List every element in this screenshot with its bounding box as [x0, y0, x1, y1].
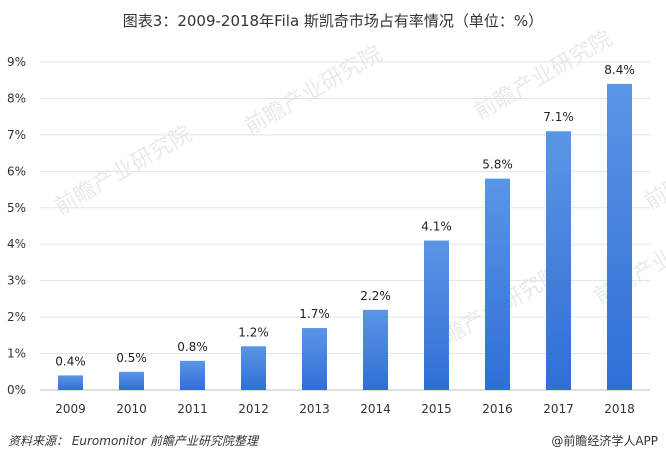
value-label-2013: 1.7%	[299, 307, 330, 321]
x-tick-label-2016: 2016	[482, 402, 513, 416]
watermark-text: 前瞻产业研究院	[241, 42, 387, 141]
bar-2015	[424, 240, 449, 390]
value-label-2017: 7.1%	[543, 110, 574, 124]
value-label-2009: 0.4%	[55, 354, 86, 368]
x-axis-ticks: 2009 2010 2011 2012 2013 2014 2015 2016 2017 2018	[55, 402, 635, 416]
x-tick-label-2018: 2018	[604, 402, 635, 416]
y-tick-label: 3%	[7, 274, 26, 288]
y-tick-label: 9%	[7, 55, 26, 69]
x-tick-label-2009: 2009	[55, 402, 86, 416]
brand-credit: @前瞻经济学人APP	[551, 434, 658, 448]
value-label-2010: 0.5%	[116, 351, 147, 365]
bar-2014	[363, 309, 388, 390]
bar-2012	[241, 346, 266, 390]
x-tick-label-2010: 2010	[116, 402, 147, 416]
y-tick-label: 8%	[7, 91, 26, 105]
x-tick-label-2011: 2011	[177, 402, 208, 416]
watermark-layer: 前瞻产业研究院前瞻产业研究院前瞻产业研究院前瞻产业研究院前瞻产业研究院前瞻产业研…	[51, 27, 666, 361]
y-tick-label: 0%	[7, 383, 26, 397]
bar-2013	[302, 328, 327, 390]
x-tick-label-2013: 2013	[299, 402, 330, 416]
bar-2016	[485, 178, 510, 390]
source-note: 资料来源： Euromonitor 前瞻产业研究院整理	[8, 434, 259, 448]
value-label-2015: 4.1%	[421, 220, 452, 234]
x-tick-label-2017: 2017	[543, 402, 574, 416]
value-label-2016: 5.8%	[482, 158, 513, 172]
bar-2010	[119, 371, 144, 390]
value-label-2011: 0.8%	[177, 340, 208, 354]
x-tick-label-2012: 2012	[238, 402, 269, 416]
y-tick-label: 4%	[7, 237, 26, 251]
value-labels: 0.4% 0.5% 0.8% 1.2% 1.7% 2.2% 4.1% 5.8% 7.1% 8.4%	[55, 63, 635, 369]
value-label-2014: 2.2%	[360, 289, 391, 303]
bar-2009	[58, 375, 83, 390]
y-axis-ticks: 0% 1% 2% 3% 4% 5% 6% 7% 8% 9%	[7, 55, 26, 397]
bars	[58, 83, 632, 390]
y-tick-label: 7%	[7, 128, 26, 142]
x-tick-label-2014: 2014	[360, 402, 391, 416]
y-tick-label: 6%	[7, 164, 26, 178]
bar-2018	[607, 83, 632, 390]
chart-title: 图表3：2009-2018年Fila 斯凯奇市场占有率情况（单位：%）	[122, 12, 544, 30]
x-tick-label-2015: 2015	[421, 402, 452, 416]
y-tick-label: 1%	[7, 347, 26, 361]
bar-2011	[180, 360, 205, 390]
y-tick-label: 5%	[7, 201, 26, 215]
y-tick-label: 2%	[7, 310, 26, 324]
value-label-2012: 1.2%	[238, 325, 269, 339]
bar-2017	[546, 131, 571, 390]
value-label-2018: 8.4%	[604, 63, 635, 77]
watermark-text: 前瞻产业研究院	[641, 117, 666, 216]
